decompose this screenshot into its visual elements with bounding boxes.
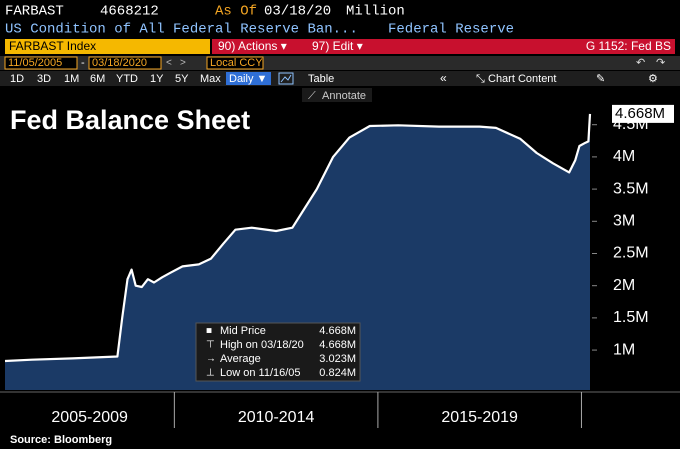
y-tick-label: 4.5M <box>613 116 649 133</box>
y-tick-label: 2.5M <box>613 245 649 262</box>
stats-icon: ⊤ <box>206 340 215 351</box>
stats-label: Low on 11/16/05 <box>220 367 301 379</box>
period-buttons: 1D 3D 1M 6M YTD 1Y 5Y Max <box>10 73 221 85</box>
end-date[interactable]: 03/18/2020 <box>92 57 147 69</box>
collapse-button[interactable]: « <box>440 71 447 85</box>
stats-value: 3.023M <box>319 353 356 365</box>
stats-value: 4.668M <box>319 339 356 351</box>
period-label: 2015-2019 <box>441 409 518 426</box>
annotate-box[interactable] <box>302 88 372 102</box>
stats-icon: ■ <box>206 326 212 337</box>
period-label: 2005-2009 <box>51 409 128 426</box>
range-bar <box>0 56 680 70</box>
settings-icon[interactable]: ⚙ <box>648 73 658 85</box>
start-date-box[interactable] <box>4 56 78 70</box>
date-back[interactable]: < <box>166 58 172 69</box>
currency[interactable]: Local CCY <box>210 57 263 69</box>
stats-value: 4.668M <box>319 325 356 337</box>
chart-icon-line <box>280 74 292 83</box>
annotate-icon[interactable]: ⟋ <box>308 90 316 102</box>
stats-label: Average <box>220 353 261 365</box>
undo[interactable]: ↶ <box>636 57 645 69</box>
source-name: Federal Reserve <box>388 22 514 38</box>
security[interactable]: FARBAST Index <box>9 39 96 53</box>
chart-content-icon[interactable]: ⤡ <box>476 73 485 85</box>
plot: 4.668M 1M 1.5M 2M 2.5M 3M 3.5M 4M 4.5M 2005-2009 2… <box>0 105 680 428</box>
y-tick-label: 4M <box>613 148 635 165</box>
command-bar <box>212 39 675 54</box>
last-value-label: 4.668M <box>615 105 665 122</box>
period-button[interactable]: 1D <box>10 73 24 85</box>
y-tick-label: 1.5M <box>613 309 649 326</box>
as-of-label: As Of <box>215 4 257 20</box>
as-of-date: 03/18/20 <box>264 4 331 20</box>
page-code: G 1152: Fed BS <box>586 39 671 53</box>
last-value: 4668212 <box>100 4 159 20</box>
period-button[interactable]: YTD <box>116 73 138 85</box>
stats-icon: ⊥ <box>206 368 215 379</box>
security-box[interactable] <box>5 39 210 54</box>
frequency-box[interactable] <box>226 72 271 85</box>
y-tick-label: 3M <box>613 213 635 230</box>
period-button[interactable]: Max <box>200 73 221 85</box>
toolbar <box>0 71 680 86</box>
stats-label: High on 03/18/20 <box>220 339 304 351</box>
chart-content-button[interactable]: Chart Content <box>488 73 556 85</box>
redo[interactable]: ↷ <box>656 57 665 69</box>
edit-menu[interactable]: 97) Edit ▾ <box>312 39 363 53</box>
stats-label: Mid Price <box>220 325 266 337</box>
period-button[interactable]: 1Y <box>150 73 164 85</box>
period-button[interactable]: 1M <box>64 73 79 85</box>
chart-icon[interactable] <box>278 72 294 85</box>
y-tick-label: 3.5M <box>613 180 649 197</box>
frequency[interactable]: Daily ▼ <box>229 73 267 85</box>
area <box>5 113 590 391</box>
period-button[interactable]: 5Y <box>175 73 189 85</box>
table-button[interactable]: Table <box>308 73 334 85</box>
chart-title: Fed Balance Sheet <box>10 105 250 135</box>
period-button[interactable]: 6M <box>90 73 105 85</box>
annotate-button[interactable]: Annotate <box>322 90 366 102</box>
stats-value: 0.824M <box>319 367 356 379</box>
end-date-box[interactable] <box>88 56 162 70</box>
y-tick-label: 1M <box>613 341 635 358</box>
actions-menu[interactable]: 90) Actions ▾ <box>218 39 287 53</box>
ticker: FARBAST <box>5 4 64 20</box>
source: Source: Bloomberg <box>10 434 112 446</box>
y-tick-label: 2M <box>613 277 635 294</box>
date-separator: - <box>81 57 85 69</box>
edit-icon[interactable]: ✎ <box>596 73 605 85</box>
date-forward[interactable]: > <box>180 58 186 69</box>
stats-icon: → <box>206 354 216 365</box>
description: US Condition of All Federal Reserve Ban.… <box>5 22 358 38</box>
line <box>4 113 592 363</box>
period-label: 2010-2014 <box>238 409 315 426</box>
period-button[interactable]: 3D <box>37 73 51 85</box>
start-date[interactable]: 11/05/2005 <box>8 57 62 69</box>
units: Million <box>346 4 405 20</box>
last-value-box <box>612 104 674 123</box>
currency-box[interactable] <box>206 56 264 70</box>
stats-box <box>195 322 361 382</box>
